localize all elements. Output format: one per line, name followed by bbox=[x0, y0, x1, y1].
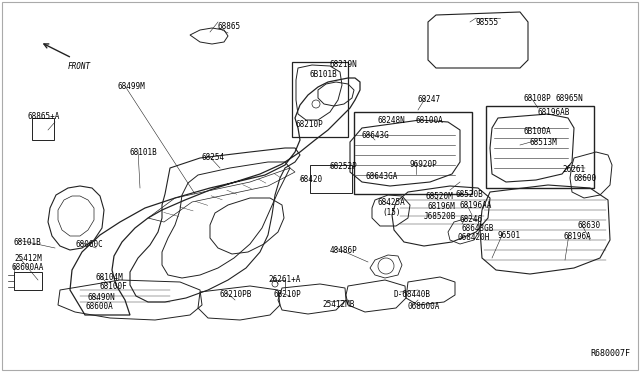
Bar bbox=[292, 62, 348, 137]
Text: 68248N: 68248N bbox=[378, 116, 406, 125]
Text: 68210P: 68210P bbox=[295, 120, 323, 129]
Text: 25412MB: 25412MB bbox=[322, 300, 355, 309]
Text: 68643GB: 68643GB bbox=[462, 224, 494, 233]
Text: 68499M: 68499M bbox=[118, 82, 146, 91]
Text: 068420H: 068420H bbox=[458, 233, 490, 242]
Text: 68210P: 68210P bbox=[273, 290, 301, 299]
Text: 68252P: 68252P bbox=[330, 162, 358, 171]
Text: 68643G: 68643G bbox=[362, 131, 390, 140]
Text: 68100F: 68100F bbox=[100, 282, 128, 291]
Text: FRONT: FRONT bbox=[68, 62, 91, 71]
Text: 68247: 68247 bbox=[418, 95, 441, 104]
Text: 68420: 68420 bbox=[300, 175, 323, 184]
Text: J68520B: J68520B bbox=[424, 212, 456, 221]
Text: 68254: 68254 bbox=[202, 153, 225, 162]
Text: 68196M: 68196M bbox=[428, 202, 456, 211]
Bar bbox=[310, 165, 352, 193]
Text: 96501: 96501 bbox=[497, 231, 520, 240]
Text: 68101B: 68101B bbox=[130, 148, 157, 157]
Text: 68425A: 68425A bbox=[377, 198, 404, 207]
Text: R680007F: R680007F bbox=[590, 349, 630, 358]
Text: 68108P: 68108P bbox=[524, 94, 552, 103]
Text: 96920P: 96920P bbox=[410, 160, 438, 169]
Text: 68865+A: 68865+A bbox=[28, 112, 60, 121]
Text: 68219N: 68219N bbox=[330, 60, 358, 69]
Text: 68965N: 68965N bbox=[555, 94, 583, 103]
Text: 68246: 68246 bbox=[460, 215, 483, 224]
Text: 68630: 68630 bbox=[577, 221, 600, 230]
Text: 68600A: 68600A bbox=[86, 302, 114, 311]
Text: 68520B: 68520B bbox=[456, 190, 484, 199]
Text: 68520M: 68520M bbox=[426, 192, 454, 201]
Text: 68600AA: 68600AA bbox=[12, 263, 44, 272]
Text: 68196A: 68196A bbox=[563, 232, 591, 241]
Text: 6B101B: 6B101B bbox=[309, 70, 337, 79]
Text: 68196AB: 68196AB bbox=[537, 108, 570, 117]
Text: 68600: 68600 bbox=[574, 174, 597, 183]
Text: 68865: 68865 bbox=[218, 22, 241, 31]
Text: 068600A: 068600A bbox=[408, 302, 440, 311]
Text: 68100A: 68100A bbox=[416, 116, 444, 125]
Text: 48486P: 48486P bbox=[330, 246, 358, 255]
Bar bbox=[486, 106, 594, 188]
Text: D-68440B: D-68440B bbox=[394, 290, 431, 299]
Text: (15): (15) bbox=[382, 208, 401, 217]
Text: 68490N: 68490N bbox=[88, 293, 116, 302]
Text: 68101B: 68101B bbox=[14, 238, 42, 247]
Text: 68060C: 68060C bbox=[76, 240, 104, 249]
Text: 25412M: 25412M bbox=[14, 254, 42, 263]
Text: 26261: 26261 bbox=[562, 165, 585, 174]
Bar bbox=[354, 112, 472, 194]
Text: 98555: 98555 bbox=[476, 18, 499, 27]
Text: 68210PB: 68210PB bbox=[220, 290, 252, 299]
Bar bbox=[14, 272, 42, 290]
Text: 26261+A: 26261+A bbox=[268, 275, 300, 284]
Text: 68643GA: 68643GA bbox=[366, 172, 398, 181]
Text: 6B100A: 6B100A bbox=[524, 127, 552, 136]
Text: 68104M: 68104M bbox=[95, 273, 123, 282]
Text: 68196AA: 68196AA bbox=[460, 201, 492, 210]
Bar bbox=[32, 118, 54, 140]
Text: 68513M: 68513M bbox=[530, 138, 557, 147]
